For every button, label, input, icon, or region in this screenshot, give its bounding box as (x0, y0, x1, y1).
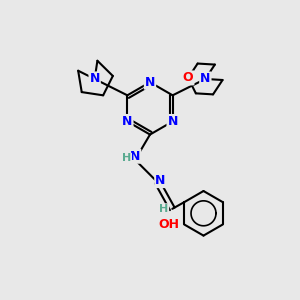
Text: OH: OH (159, 218, 180, 231)
Text: N: N (145, 76, 155, 89)
Text: H: H (159, 204, 169, 214)
Text: N: N (167, 115, 178, 128)
Text: H: H (122, 153, 131, 163)
Text: N: N (130, 150, 140, 163)
Text: N: N (89, 73, 100, 85)
Text: N: N (200, 73, 211, 85)
Text: N: N (155, 174, 166, 187)
Text: N: N (122, 115, 133, 128)
Text: O: O (183, 71, 194, 84)
